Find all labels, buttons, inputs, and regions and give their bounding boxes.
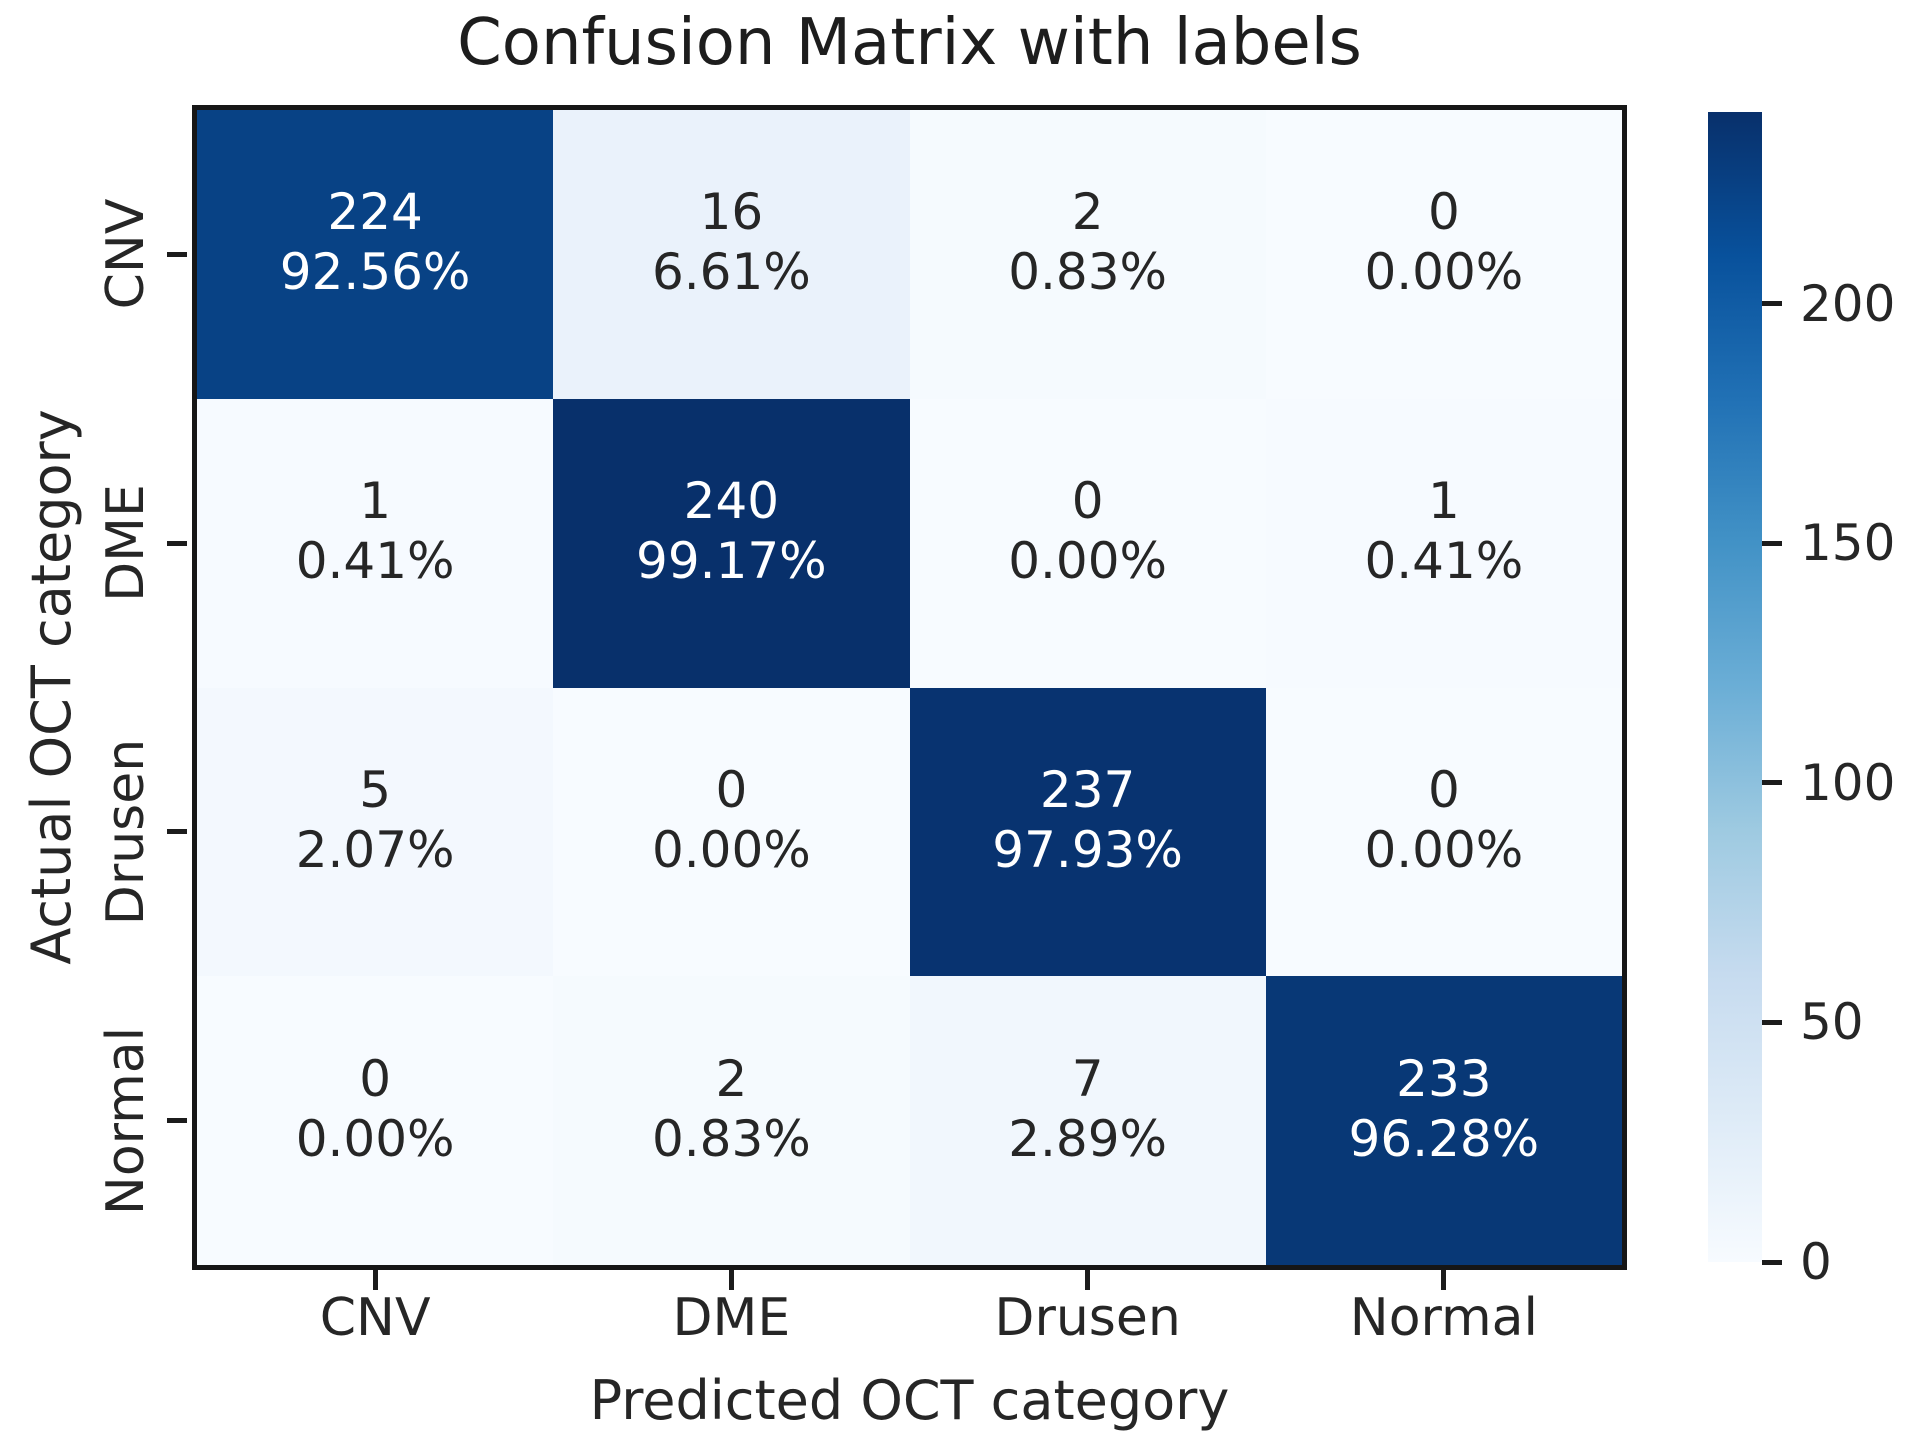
cell-count: 0 bbox=[1427, 183, 1460, 242]
heatmap-cell: 240 99.17% bbox=[553, 398, 910, 688]
heatmap-cell: 237 97.93% bbox=[909, 687, 1266, 977]
heatmap-cell: 0 0.00% bbox=[553, 687, 910, 977]
cell-count: 2 bbox=[1071, 183, 1104, 242]
heatmap-cell: 16 6.61% bbox=[553, 110, 910, 399]
colorbar-tick-label: 50 bbox=[1800, 993, 1864, 1052]
cell-count: 224 bbox=[327, 183, 423, 242]
cell-percent: 0.41% bbox=[1364, 532, 1524, 591]
colorbar-tick-mark bbox=[1762, 1019, 1782, 1025]
cell-label: 2 0.83% bbox=[652, 1049, 811, 1169]
cell-label: 16 6.61% bbox=[652, 182, 811, 302]
colorbar-tick-label: 150 bbox=[1800, 514, 1896, 573]
cell-count: 0 bbox=[715, 760, 748, 819]
cell-label: 0 0.00% bbox=[1364, 182, 1523, 302]
cell-label: 0 0.00% bbox=[1008, 471, 1167, 591]
colorbar-tick-label: 0 bbox=[1800, 1233, 1832, 1291]
cell-percent: 6.61% bbox=[651, 243, 811, 302]
cell-label: 0 0.00% bbox=[296, 1049, 455, 1169]
cell-label: 233 96.28% bbox=[1349, 1049, 1540, 1169]
heatmap-cell: 224 92.56% bbox=[197, 110, 554, 399]
heatmap-cell: 0 0.00% bbox=[1265, 687, 1622, 977]
cell-label: 2 0.83% bbox=[1008, 182, 1167, 302]
cell-label: 1 0.41% bbox=[296, 471, 455, 591]
heatmap-cell: 0 0.00% bbox=[1265, 110, 1622, 399]
cell-count: 0 bbox=[359, 1049, 392, 1108]
cell-percent: 0.00% bbox=[1364, 243, 1524, 302]
colorbar-tick-label: 200 bbox=[1800, 274, 1896, 333]
colorbar-tick-mark bbox=[1762, 780, 1782, 786]
plot-frame: 224 92.56% 16 6.61% 2 0.83% 0 0.00% 1 0.41% 240 99.… bbox=[192, 105, 1627, 1270]
y-axis-tick-mark bbox=[167, 251, 187, 257]
cell-count: 2 bbox=[715, 1049, 748, 1108]
cell-count: 237 bbox=[1039, 760, 1136, 819]
cell-count: 0 bbox=[1071, 472, 1104, 531]
heatmap-cell: 1 0.41% bbox=[1265, 398, 1622, 688]
heatmap-cell: 2 0.83% bbox=[553, 976, 910, 1265]
colorbar-tick-mark bbox=[1762, 1259, 1782, 1265]
cell-label: 0 0.00% bbox=[1364, 760, 1523, 880]
x-tick-label: Drusen bbox=[994, 1288, 1181, 1348]
cell-percent: 0.00% bbox=[1364, 820, 1524, 879]
heatmap-cell: 0 0.00% bbox=[909, 398, 1266, 688]
x-axis-tick-mark bbox=[1441, 1270, 1447, 1290]
x-tick-label: CNV bbox=[319, 1288, 431, 1348]
cell-percent: 96.28% bbox=[1348, 1109, 1540, 1168]
y-axis-tick-mark bbox=[167, 829, 187, 835]
cell-label: 240 99.17% bbox=[636, 471, 827, 591]
y-axis-tick-mark bbox=[167, 1118, 187, 1124]
y-axis-tick-mark bbox=[167, 540, 187, 546]
heatmap-cell: 233 96.28% bbox=[1265, 976, 1622, 1265]
colorbar-tick-mark bbox=[1762, 540, 1782, 546]
colorbar-tick-mark bbox=[1762, 301, 1782, 307]
x-axis-tick-mark bbox=[1085, 1270, 1091, 1290]
cell-label: 7 2.89% bbox=[1008, 1049, 1167, 1169]
cell-label: 237 97.93% bbox=[992, 760, 1183, 880]
colorbar bbox=[1708, 112, 1762, 1262]
y-tick-label: DME bbox=[96, 484, 156, 603]
x-axis-label: Predicted OCT category bbox=[589, 1369, 1230, 1432]
heatmap-cell: 2 0.83% bbox=[909, 110, 1266, 399]
heatmap-grid: 224 92.56% 16 6.61% 2 0.83% 0 0.00% 1 0.41% 240 99.… bbox=[197, 110, 1622, 1265]
cell-percent: 99.17% bbox=[636, 532, 827, 591]
y-axis-label: Actual OCT category bbox=[20, 409, 83, 965]
cell-percent: 97.93% bbox=[992, 820, 1183, 879]
y-tick-label: Drusen bbox=[96, 738, 156, 926]
cell-percent: 0.00% bbox=[1008, 532, 1168, 591]
x-tick-label: Normal bbox=[1349, 1288, 1538, 1348]
cell-percent: 2.07% bbox=[295, 820, 455, 879]
cell-count: 1 bbox=[1427, 472, 1460, 531]
cell-label: 5 2.07% bbox=[296, 760, 455, 880]
cell-percent: 0.00% bbox=[651, 820, 811, 879]
cell-percent: 0.83% bbox=[651, 1109, 811, 1168]
cell-percent: 2.89% bbox=[1008, 1109, 1168, 1168]
cell-count: 240 bbox=[683, 472, 780, 531]
cell-percent: 0.41% bbox=[295, 532, 455, 591]
cell-label: 1 0.41% bbox=[1364, 471, 1523, 591]
heatmap-cell: 0 0.00% bbox=[197, 976, 554, 1265]
cell-count: 233 bbox=[1396, 1049, 1492, 1108]
chart-title: Confusion Matrix with labels bbox=[457, 6, 1362, 80]
cell-count: 5 bbox=[359, 760, 392, 819]
cell-count: 1 bbox=[359, 472, 392, 531]
colorbar-tick-label: 100 bbox=[1800, 753, 1896, 812]
cell-label: 0 0.00% bbox=[652, 760, 811, 880]
x-tick-label: DME bbox=[672, 1288, 791, 1348]
cell-count: 0 bbox=[1427, 760, 1460, 819]
x-axis-tick-mark bbox=[728, 1270, 734, 1290]
cell-count: 7 bbox=[1071, 1049, 1104, 1108]
cell-percent: 92.56% bbox=[279, 243, 471, 302]
cell-count: 16 bbox=[699, 183, 764, 242]
y-tick-label: CNV bbox=[96, 198, 156, 310]
cell-percent: 0.00% bbox=[295, 1109, 455, 1168]
heatmap-cell: 7 2.89% bbox=[909, 976, 1266, 1265]
cell-label: 224 92.56% bbox=[280, 182, 471, 302]
x-axis-tick-mark bbox=[372, 1270, 378, 1290]
heatmap-cell: 1 0.41% bbox=[197, 398, 554, 688]
cell-percent: 0.83% bbox=[1008, 243, 1168, 302]
heatmap-cell: 5 2.07% bbox=[197, 687, 554, 977]
y-tick-label: Normal bbox=[96, 1026, 156, 1215]
